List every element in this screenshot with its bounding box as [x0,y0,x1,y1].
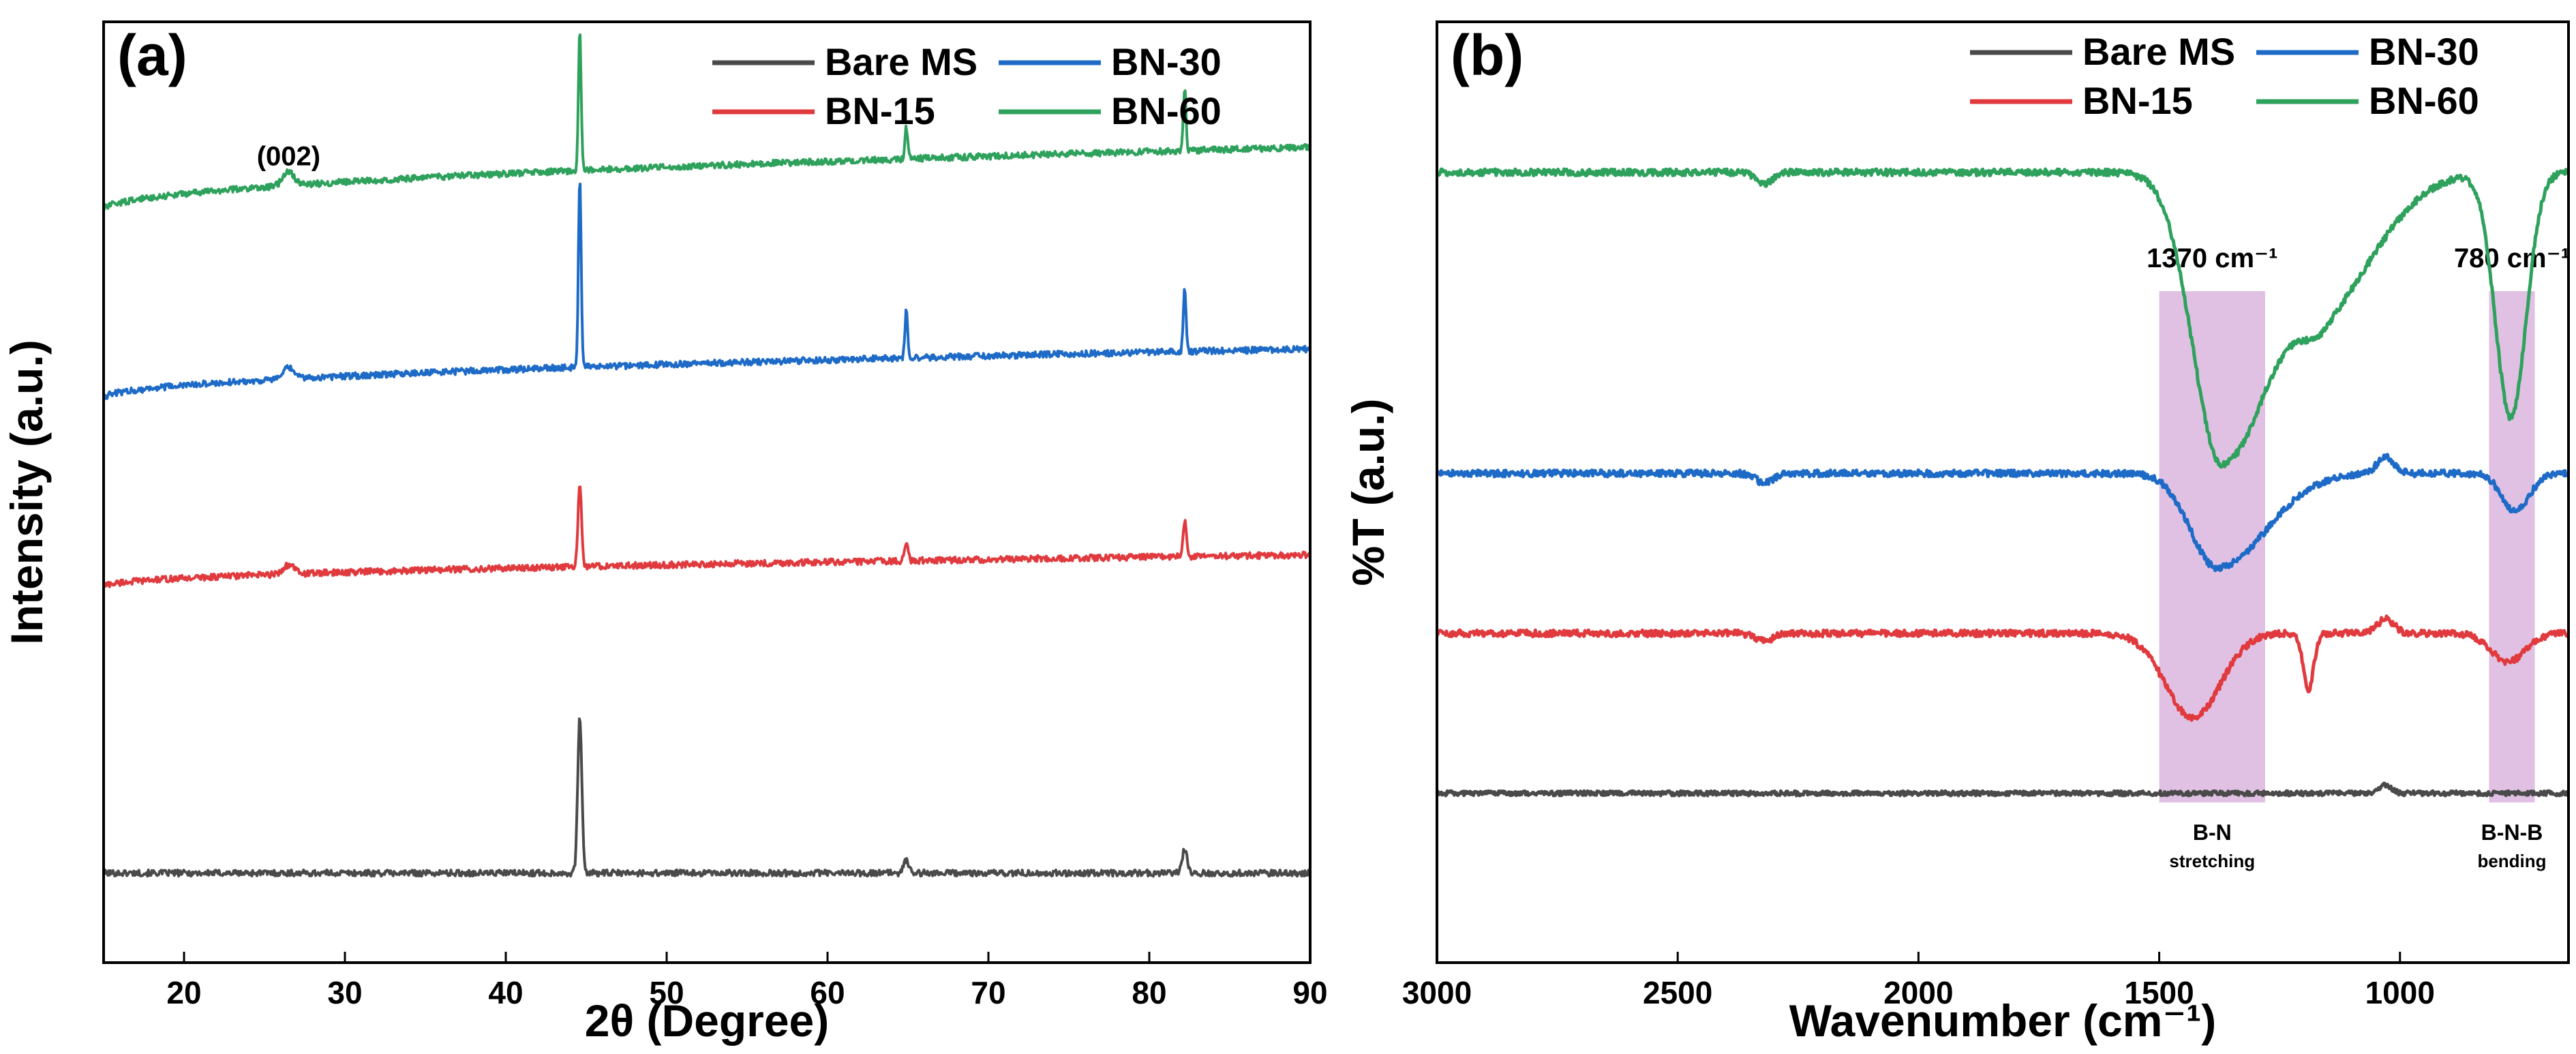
xrd-x-tick-label: 80 [1132,975,1166,1010]
ftir-band-label: B-N [2193,820,2232,845]
xrd-x-tick-label: 40 [488,975,523,1010]
ftir-band-wavenumber: 780 cm⁻¹ [2454,243,2570,273]
xrd-x-tick-label: 30 [327,975,362,1010]
xrd-legend-label: BN-15 [825,89,935,132]
ftir-y-axis-title: %T (a.u.) [1343,399,1393,586]
xrd-peak-annotation: (002) [257,141,320,171]
ftir-plot-frame [1436,20,2570,964]
ftir-series-bn-30 [1435,453,2570,573]
ftir-x-tick-label: 1500 [2124,975,2194,1010]
panel-label-a: (a) [117,23,187,87]
xrd-panel: 20 30 40 50 60 70 80 90 (a) 2θ (Degree) Intensi… [1,20,1328,1046]
ftir-band-sublabel: bending [2477,851,2546,871]
ftir-x-tick-label: 3000 [1402,975,1472,1010]
ftir-series-bn-15 [1436,614,2571,722]
panel-label-b: (b) [1451,23,1524,87]
ftir-band-label: B-N-B [2481,820,2543,845]
xrd-series-bn-60 [102,33,1312,212]
xrd-x-tick-label: 50 [649,975,684,1010]
xrd-x-tick-label: 70 [971,975,1005,1010]
ftir-legend-label: Bare MS [2082,30,2235,73]
ftir-band-sublabel: stretching [2169,851,2255,871]
xrd-plot-frame [102,20,1312,964]
ftir-x-tick-label: 2500 [1643,975,1712,1010]
xrd-legend-label: BN-30 [1111,40,1222,83]
xrd-legend-label: BN-60 [1111,89,1222,132]
xrd-x-tick-label: 20 [166,975,201,1010]
xrd-x-tick-label: 60 [810,975,845,1010]
xrd-legend: Bare MS BN-30 BN-15 BN-60 [712,40,1222,132]
xrd-x-tick-label: 90 [1292,975,1327,1010]
ftir-series-bn-60 [1435,167,2570,469]
ftir-legend-label: BN-15 [2082,79,2193,122]
ftir-band-wavenumber: 1370 cm⁻¹ [2147,243,2277,273]
ftir-series-bare-ms [1435,781,2571,798]
ftir-legend-label: BN-30 [2369,30,2479,73]
ftir-band-highlight [2159,291,2265,802]
ftir-legend: Bare MS BN-30 BN-15 BN-60 [1970,30,2479,122]
ftir-panel: 1370 cm⁻¹ B-N stretching 780 cm⁻¹ B-N-B bendi… [1343,20,2571,1046]
ftir-x-axis-title: Wavenumber (cm⁻¹) [1789,995,2216,1046]
ftir-x-tick-label: 1000 [2365,975,2435,1010]
xrd-y-axis-title: Intensity (a.u.) [1,340,52,644]
xrd-x-axis-title: 2θ (Degree) [585,995,829,1046]
ftir-band-highlight [2489,291,2535,802]
xrd-legend-label: Bare MS [825,40,978,83]
xrd-series-bn-30 [103,182,1312,401]
ftir-legend-label: BN-60 [2369,79,2479,122]
ftir-x-tick-label: 2000 [1883,975,1953,1010]
xrd-series-bare-ms [102,717,1311,878]
xrd-series-bn-15 [102,485,1312,588]
